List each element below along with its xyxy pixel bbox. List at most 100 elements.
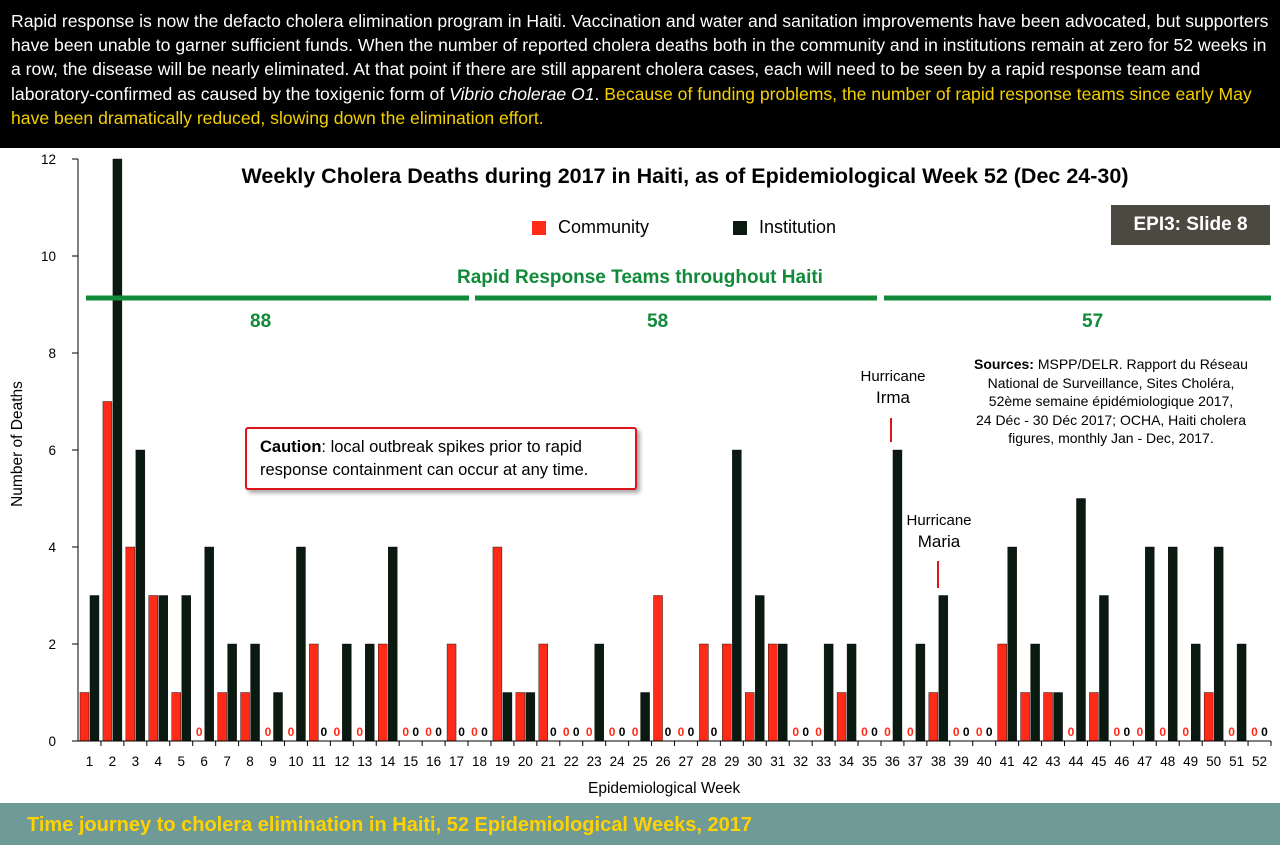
x-tick-label: 9: [269, 754, 277, 769]
community-bar: [309, 643, 319, 742]
community-bar: [240, 692, 250, 742]
x-tick-label: 52: [1252, 754, 1267, 769]
institution-bar: [181, 595, 191, 742]
community-zero-label: 0: [1136, 725, 1143, 739]
x-tick-label: 22: [564, 754, 579, 769]
x-tick-label: 38: [931, 754, 946, 769]
community-zero-label: 0: [815, 725, 822, 739]
institution-zero-label: 0: [871, 725, 878, 739]
sources-line: 24 Déc - 30 Déc 2017; OCHA, Haiti choler…: [975, 411, 1246, 428]
legend-community-swatch: [532, 221, 546, 235]
institution-bar: [1145, 546, 1155, 742]
institution-bar: [158, 595, 168, 742]
institution-zero-label: 0: [665, 725, 672, 739]
community-zero-label: 0: [884, 725, 891, 739]
community-zero-label: 0: [1182, 725, 1189, 739]
institution-bar: [365, 643, 375, 742]
community-bar: [171, 692, 181, 742]
community-zero-label: 0: [953, 725, 960, 739]
x-tick-label: 2: [109, 754, 117, 769]
community-bar: [446, 643, 457, 742]
institution-bar: [296, 546, 306, 742]
sources-label: Sources:: [974, 356, 1034, 372]
community-zero-label: 0: [792, 725, 799, 739]
x-tick-label: 30: [747, 754, 762, 769]
x-tick-label: 25: [633, 754, 648, 769]
x-tick-label: 26: [656, 754, 671, 769]
x-tick-label: 12: [334, 754, 349, 769]
institution-bar: [112, 158, 123, 742]
y-axis-label: Number of Deaths: [9, 381, 26, 507]
community-bar: [997, 643, 1007, 742]
institution-zero-label: 0: [321, 725, 328, 739]
hurricane-maria-label: Hurricane Maria: [892, 510, 986, 553]
institution-bar: [594, 643, 604, 742]
institution-bar: [1168, 546, 1178, 742]
x-tick-label: 31: [770, 754, 785, 769]
community-bar: [492, 546, 503, 742]
institution-zero-label: 0: [481, 725, 488, 739]
community-zero-label: 0: [402, 725, 409, 739]
institution-zero-label: 0: [711, 725, 718, 739]
x-tick-label: 49: [1183, 754, 1198, 769]
maria-line2: Maria: [917, 532, 961, 551]
x-tick-label: 19: [495, 754, 510, 769]
community-zero-label: 0: [425, 725, 432, 739]
bars: [79, 158, 1247, 742]
institution-zero-label: 0: [435, 725, 442, 739]
x-tick-label: 1: [86, 754, 94, 769]
x-tick-label: 15: [403, 754, 418, 769]
x-tick-label: 28: [701, 754, 716, 769]
community-zero-label: 0: [907, 725, 914, 739]
legend-institution-label: Institution: [759, 217, 837, 237]
institution-bar: [388, 546, 398, 742]
community-bar: [1089, 692, 1099, 742]
community-zero-label: 0: [609, 725, 616, 739]
x-tick-label: 4: [155, 754, 163, 769]
banner-period: .: [594, 83, 605, 104]
institution-bar: [938, 595, 949, 742]
community-zero-label: 0: [861, 725, 868, 739]
institution-zero-label: 0: [412, 725, 419, 739]
irma-line1: Hurricane: [860, 368, 926, 385]
institution-bar: [1236, 643, 1247, 742]
institution-zero-label: 0: [573, 725, 580, 739]
y-tick-label: 12: [41, 152, 56, 167]
x-tick-label: 35: [862, 754, 877, 769]
x-tick-label: 42: [1023, 754, 1038, 769]
institution-bar: [1099, 595, 1109, 742]
x-tick-label: 7: [223, 754, 231, 769]
institution-bar: [755, 595, 765, 742]
community-zero-label: 0: [356, 725, 363, 739]
community-zero-label: 0: [1228, 725, 1235, 739]
x-tick-label: 27: [678, 754, 693, 769]
institution-bar: [1213, 546, 1224, 742]
institution-bar: [823, 643, 834, 742]
x-tick-label: 13: [357, 754, 372, 769]
sources-line: National de Surveillance, Sites Choléra,: [987, 374, 1235, 391]
community-bar: [217, 692, 227, 742]
hurricane-irma-label: Hurricane Irma: [846, 366, 940, 409]
community-bar: [378, 643, 388, 742]
institution-bar: [640, 692, 650, 742]
institution-zero-label: 0: [619, 725, 626, 739]
institution-bar: [915, 643, 926, 742]
institution-bar: [1030, 643, 1040, 742]
institution-zero-label: 0: [1261, 725, 1268, 739]
community-zero-label: 0: [976, 725, 983, 739]
x-tick-label: 41: [1000, 754, 1015, 769]
sources-line: figures, monthly Jan - Dec, 2017.: [1008, 430, 1214, 446]
rrt-title: Rapid Response Teams throughout Haiti: [457, 267, 823, 288]
community-zero-label: 0: [265, 725, 272, 739]
community-bar: [836, 692, 847, 742]
x-tick-label: 23: [587, 754, 602, 769]
institution-zero-label: 0: [986, 725, 993, 739]
community-zero-label: 0: [1114, 725, 1121, 739]
community-zero-label: 0: [1159, 725, 1166, 739]
institution-bar: [227, 643, 237, 742]
legend-institution-swatch: [733, 221, 747, 235]
x-tick-label: 34: [839, 754, 855, 769]
x-tick-label: 17: [449, 754, 464, 769]
community-bar: [653, 595, 663, 742]
